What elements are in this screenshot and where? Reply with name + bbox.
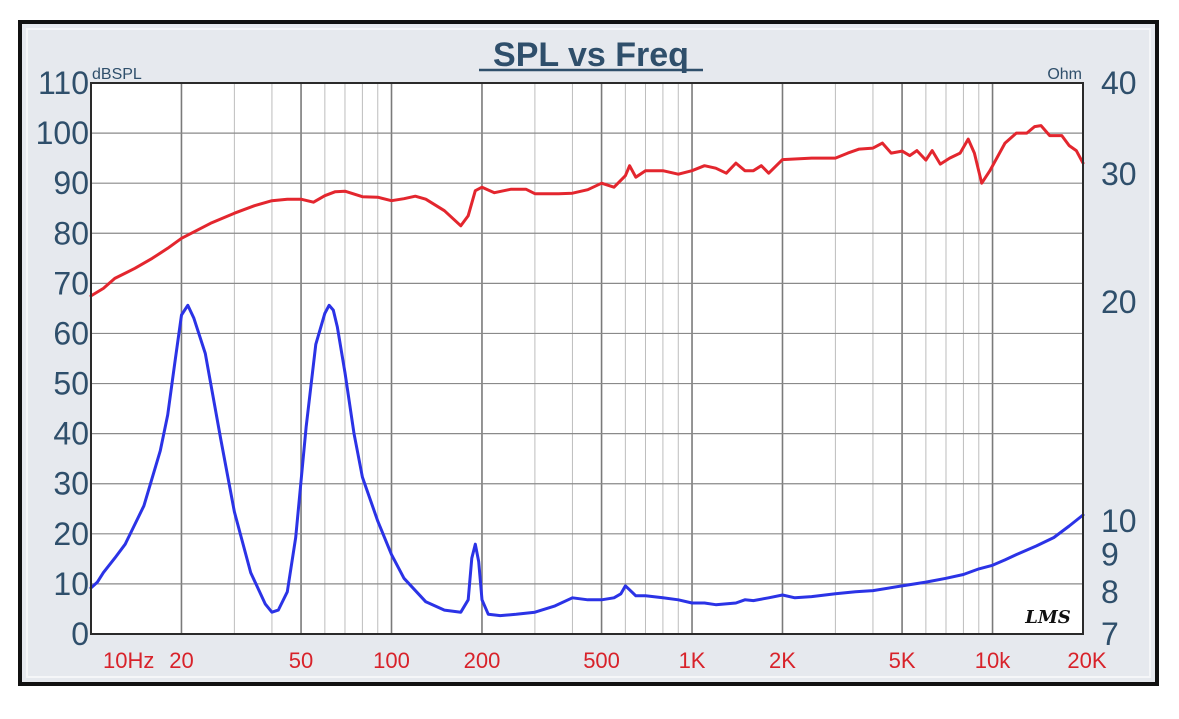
lms-logo: LMS <box>1024 607 1071 628</box>
x-tick-label: 1K <box>679 648 706 673</box>
x-tick-label: 5K <box>889 648 916 673</box>
right-axis-unit: Ohm <box>1047 66 1082 83</box>
x-tick-label: 10k <box>975 648 1011 673</box>
left-y-tick-label: 110 <box>38 65 89 101</box>
left-y-tick-label: 50 <box>53 366 89 402</box>
impedance-curve <box>89 303 1085 618</box>
x-tick-label: 200 <box>464 648 501 673</box>
left-y-tick-label: 20 <box>53 516 89 552</box>
left-y-tick-label: 10 <box>53 566 89 602</box>
left-y-ticks: 0 10 20 30 40 50 60 70 80 90 100 110 <box>36 65 89 652</box>
x-tick-label: 20 <box>169 648 193 673</box>
plot-border <box>90 82 1084 635</box>
left-y-tick-label: 80 <box>53 215 89 251</box>
x-tick-label: 50 <box>289 648 313 673</box>
left-axis-unit: dBSPL <box>92 66 142 83</box>
spl-curve <box>89 124 1085 298</box>
right-y-tick-label: 30 <box>1101 156 1137 192</box>
x-ticks: 10Hz 20 50 100 200 500 1K 2K 5K 10k 20K <box>103 648 1107 673</box>
left-y-tick-label: 0 <box>71 616 89 652</box>
left-y-tick-label: 40 <box>53 416 89 452</box>
chart-title: SPL vs Freq <box>493 36 689 74</box>
left-y-tick-label: 90 <box>53 165 89 201</box>
right-y-tick-label: 20 <box>1101 284 1137 320</box>
left-y-tick-label: 100 <box>36 115 89 151</box>
right-y-tick-label: 10 <box>1101 503 1137 539</box>
plot-area <box>91 83 1083 634</box>
left-y-tick-label: 60 <box>53 315 89 351</box>
x-tick-label: 100 <box>373 648 410 673</box>
x-tick-label: 2K <box>769 648 796 673</box>
left-y-tick-label: 30 <box>53 466 89 502</box>
x-tick-label: 500 <box>583 648 620 673</box>
x-tick-label: 10Hz <box>103 648 154 673</box>
right-y-tick-label: 40 <box>1101 65 1137 101</box>
right-y-tick-label: 9 <box>1101 537 1119 573</box>
right-y-tick-label: 8 <box>1101 574 1119 610</box>
x-tick-label: 20K <box>1067 648 1106 673</box>
left-y-tick-label: 70 <box>53 265 89 301</box>
right-y-tick-label: 7 <box>1101 616 1119 652</box>
data-series <box>89 124 1085 618</box>
